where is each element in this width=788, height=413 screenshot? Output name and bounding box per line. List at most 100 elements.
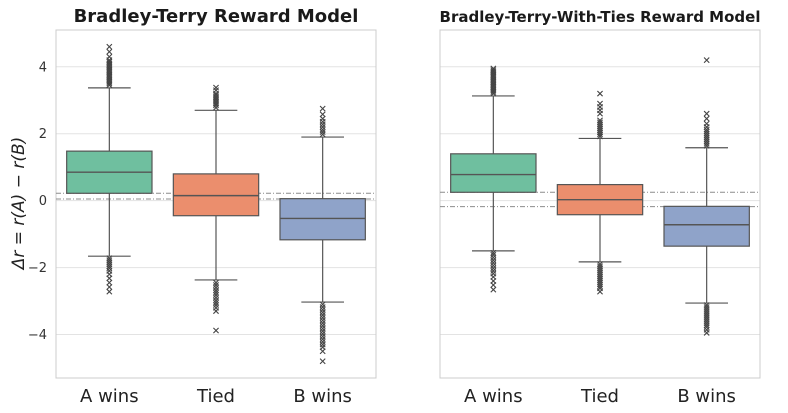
box-2 [172,84,260,334]
outlier-marker [703,128,710,135]
outlier-marker [490,281,497,288]
outlier-marker [597,288,603,295]
outlier-marker [319,358,326,365]
outlier-marker [597,119,603,126]
left-panel: Bradley-Terry Reward Model −4 −2 0 2 4 A wins… [28,6,377,407]
outlier-marker [703,126,710,133]
y-tick-label: 2 [39,127,47,142]
box-3 [663,57,750,336]
outlier-marker [703,324,710,331]
category-label: Tied [580,386,619,407]
outlier-marker [490,251,497,258]
plot-frame [439,29,761,379]
y-tick-label: −4 [28,328,47,343]
category-label: B wins [293,386,352,407]
outlier-marker [213,281,219,288]
outlier-marker [319,320,326,327]
outlier-marker [319,126,326,133]
outlier-marker [703,120,710,127]
outlier-marker [319,322,326,329]
outlier-marker [106,53,113,60]
plot-frame [55,29,377,379]
outlier-marker [106,58,113,65]
outlier-marker [490,265,497,272]
outlier-marker [106,265,113,272]
outlier-marker [597,117,603,124]
y-axis-label: Δr = r(A) − r(B) [9,137,29,272]
box-body [279,198,366,241]
box-1 [450,65,537,293]
outlier-marker [703,329,710,336]
y-tick-label: 0 [39,194,47,209]
category-label: B wins [677,386,736,407]
outlier-marker [319,348,326,355]
box-1 [66,43,153,295]
box-2 [556,90,644,295]
outlier-marker [319,328,326,335]
outlier-marker [213,297,219,304]
outlier-marker [490,254,497,261]
category-label: A wins [80,386,139,407]
outlier-marker [319,124,326,131]
outlier-marker [319,317,326,324]
outlier-marker [319,333,326,340]
outlier-marker [597,100,603,107]
outlier-marker [703,322,710,329]
outlier-marker [703,57,710,64]
box-body [172,173,260,217]
left-plot-area: −4 −2 0 2 4 A wins Tied B wins [28,29,377,407]
outlier-marker [319,338,326,345]
outlier-marker [319,129,326,136]
left-panel-title: Bradley-Terry Reward Model [74,6,359,27]
outlier-marker [597,283,603,290]
outlier-marker [319,304,326,311]
outlier-marker [319,115,326,122]
outlier-marker [319,314,326,321]
outlier-marker [319,325,326,332]
box-body [450,153,537,193]
outlier-marker [213,302,219,309]
outlier-marker [106,288,113,295]
category-label: Tied [196,386,235,407]
outlier-marker [319,336,326,343]
outlier-marker [106,275,113,282]
outlier-marker [319,301,326,308]
outlier-marker [703,115,710,122]
outlier-marker [213,284,219,291]
outlier-marker [213,299,219,306]
outlier-marker [213,287,219,294]
outlier-marker [319,111,326,118]
y-tick-label: 4 [39,60,47,75]
outlier-marker [319,131,326,138]
outlier-marker [213,84,219,91]
outlier-marker [106,279,113,286]
box-3 [279,105,366,365]
right-panel-title: Bradley-Terry-With-Ties Reward Model [440,8,761,26]
outlier-marker [213,92,219,99]
outlier-marker [213,289,219,296]
outlier-marker [319,105,326,112]
outlier-marker [490,249,497,256]
y-tick-label: −2 [28,261,47,276]
outlier-marker [319,309,326,316]
box-body [663,205,750,247]
right-plot-area: A wins Tied B wins [439,29,761,407]
outlier-marker [490,67,497,74]
outlier-marker [490,286,497,293]
outlier-marker [213,292,219,299]
outlier-marker [213,87,219,94]
right-panel: Bradley-Terry-With-Ties Reward Model A w… [439,8,761,407]
category-label: A wins [464,386,523,407]
outlier-marker [106,48,113,55]
outlier-marker [213,279,219,286]
outlier-marker [106,263,113,270]
outlier-marker [213,308,219,315]
outlier-marker [490,259,497,266]
outlier-marker [490,262,497,269]
outlier-marker [319,312,326,319]
outlier-marker [319,330,326,337]
outlier-marker [319,306,326,313]
outlier-marker [213,294,219,301]
